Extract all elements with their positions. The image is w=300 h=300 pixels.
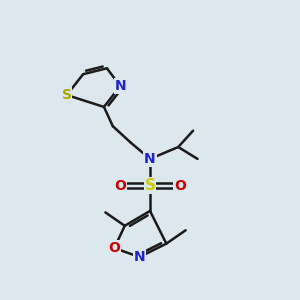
Text: O: O xyxy=(174,179,186,193)
Text: O: O xyxy=(108,241,120,255)
Text: N: N xyxy=(115,79,126,93)
Text: S: S xyxy=(145,178,155,193)
Text: N: N xyxy=(134,250,146,264)
Text: O: O xyxy=(114,179,126,193)
Text: S: S xyxy=(62,88,72,102)
Text: N: N xyxy=(144,152,156,166)
